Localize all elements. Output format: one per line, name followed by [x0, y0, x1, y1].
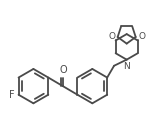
Text: F: F — [9, 90, 15, 100]
Text: N: N — [123, 62, 130, 71]
Text: O: O — [138, 32, 145, 41]
Text: O: O — [108, 32, 115, 41]
Text: O: O — [59, 65, 67, 76]
